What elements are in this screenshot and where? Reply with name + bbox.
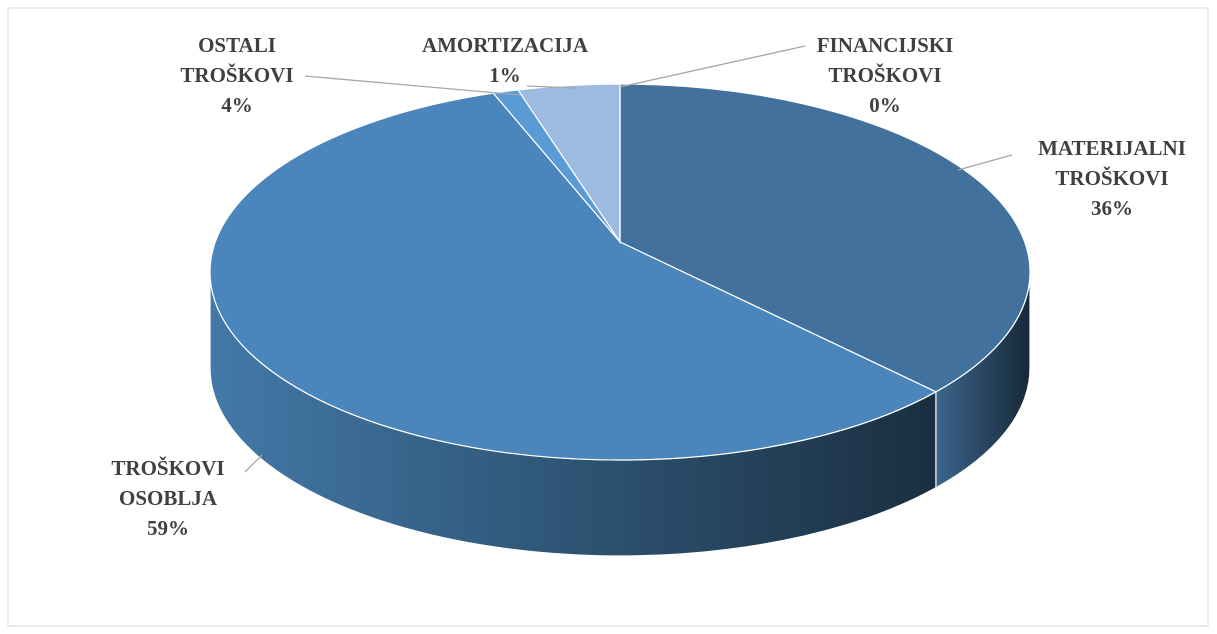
slice bbox=[209, 92, 938, 461]
percent-label: 4% bbox=[221, 93, 253, 117]
percent-label: 59% bbox=[147, 516, 189, 540]
leader-line bbox=[619, 45, 806, 88]
data-label: MATERIJALNI TROŠKOVI 36% bbox=[1012, 133, 1212, 223]
category-label: TROŠKOVI OSOBLJA bbox=[111, 456, 225, 510]
slice bbox=[619, 83, 1031, 393]
leader-line bbox=[304, 75, 521, 96]
category-label: OSTALI TROŠKOVI bbox=[180, 33, 294, 87]
leader-line bbox=[526, 85, 577, 89]
category-label: FINANCIJSKI TROŠKOVI bbox=[816, 33, 954, 87]
category-label: AMORTIZACIJA bbox=[421, 33, 589, 57]
tops bbox=[209, 83, 1031, 461]
percent-label: 1% bbox=[489, 63, 521, 87]
leader-line bbox=[957, 154, 1013, 171]
percent-label: 36% bbox=[1091, 196, 1133, 220]
data-label: FINANCIJSKI TROŠKOVI 0% bbox=[795, 30, 975, 120]
data-label: OSTALI TROŠKOVI 4% bbox=[167, 30, 307, 120]
leader-line bbox=[244, 454, 263, 473]
percent-label: 0% bbox=[869, 93, 901, 117]
category-label: MATERIJALNI TROŠKOVI bbox=[1038, 136, 1186, 190]
leaders bbox=[244, 45, 1013, 473]
data-label: AMORTIZACIJA 1% bbox=[385, 30, 625, 90]
data-label: TROŠKOVI OSOBLJA 59% bbox=[98, 453, 238, 543]
